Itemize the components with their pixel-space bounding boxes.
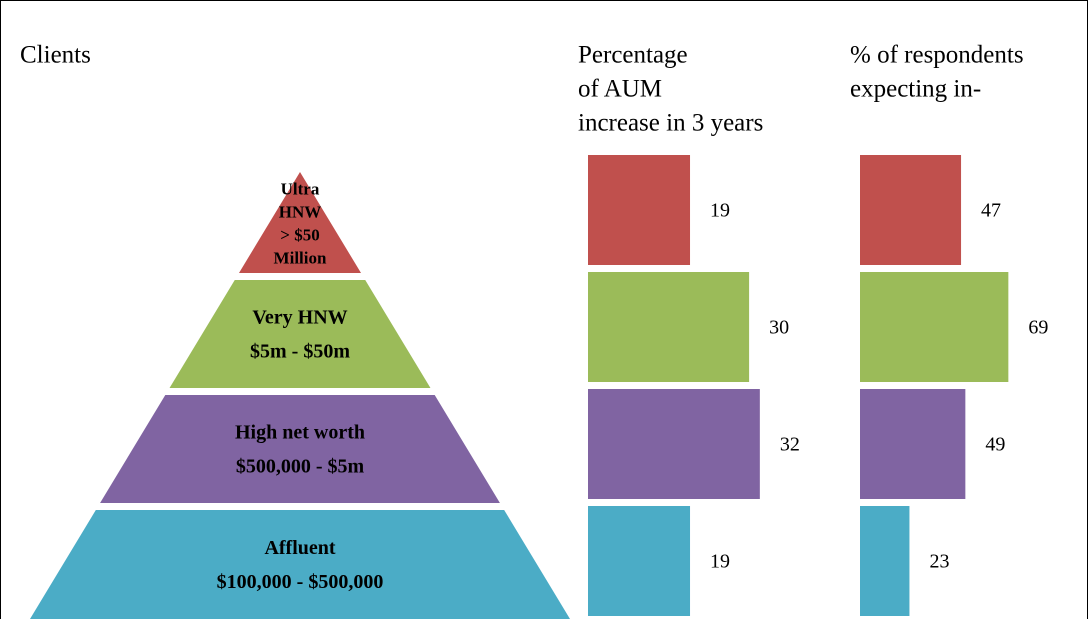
value-label: 32 xyxy=(780,434,800,456)
tier-label: $100,000 - $500,000 xyxy=(217,571,384,593)
column-title: expecting in- xyxy=(850,76,981,103)
bar xyxy=(860,506,910,616)
pyramid-tier xyxy=(169,280,431,388)
column-title: Percentage xyxy=(578,42,688,69)
column-title: increase in 3 years xyxy=(578,110,763,137)
tier-label: $500,000 - $5m xyxy=(236,456,365,478)
pyramid-tier xyxy=(100,395,500,503)
bar xyxy=(860,155,962,265)
tier-label: $5m - $50m xyxy=(250,341,350,363)
tier-label: HNW xyxy=(279,202,322,221)
pyramid-tier xyxy=(238,172,362,273)
tier-label: > $50 xyxy=(280,225,319,244)
value-label: 19 xyxy=(710,551,730,573)
clients-title: Clients xyxy=(20,42,91,69)
tier-label: High net worth xyxy=(235,422,365,444)
bar xyxy=(860,272,1009,382)
bar xyxy=(588,389,760,499)
value-label: 49 xyxy=(985,434,1005,456)
tier-label: Ultra xyxy=(281,179,320,198)
value-label: 47 xyxy=(981,200,1001,222)
column-title: % of respondents xyxy=(850,42,1024,69)
bar xyxy=(860,389,966,499)
bar xyxy=(588,272,750,382)
tier-label: Million xyxy=(274,248,327,267)
tier-label: Affluent xyxy=(264,537,335,559)
pyramid-tier xyxy=(30,510,570,619)
value-label: 23 xyxy=(929,551,949,573)
tier-label: Very HNW xyxy=(252,307,347,329)
bar xyxy=(588,506,691,616)
value-label: 30 xyxy=(769,317,789,339)
bar xyxy=(588,155,691,265)
value-label: 69 xyxy=(1028,317,1048,339)
value-label: 19 xyxy=(710,200,730,222)
column-title: of AUM xyxy=(578,76,662,103)
